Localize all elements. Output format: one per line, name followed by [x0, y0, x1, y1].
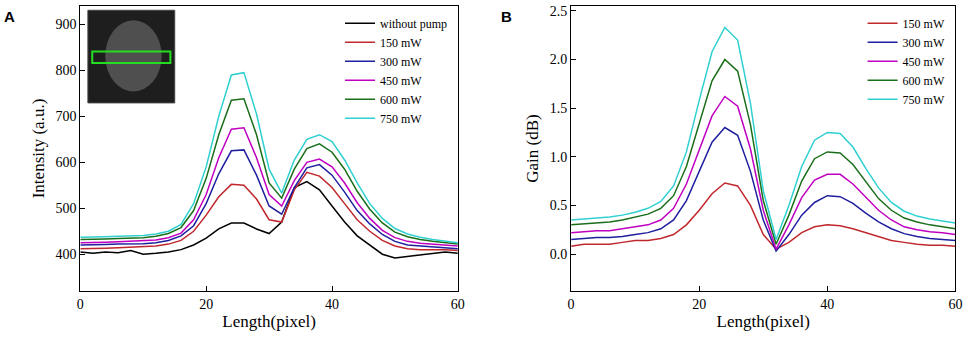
- svg-text:450 mW: 450 mW: [380, 74, 422, 88]
- svg-text:300 mW: 300 mW: [380, 55, 422, 69]
- svg-text:Length(pixel): Length(pixel): [717, 312, 810, 331]
- svg-text:60: 60: [451, 297, 465, 312]
- svg-text:900: 900: [56, 17, 77, 32]
- svg-text:Intensity (a.u.): Intensity (a.u.): [29, 99, 48, 199]
- svg-text:750 mW: 750 mW: [380, 112, 422, 126]
- svg-text:2.5: 2.5: [550, 4, 568, 19]
- svg-text:300 mW: 300 mW: [903, 36, 945, 50]
- svg-text:without pump: without pump: [380, 17, 447, 31]
- svg-text:Length(pixel): Length(pixel): [222, 312, 315, 331]
- svg-text:Gain (dB): Gain (dB): [523, 114, 542, 182]
- svg-text:0: 0: [77, 297, 84, 312]
- svg-text:40: 40: [820, 297, 834, 312]
- svg-text:1.5: 1.5: [550, 101, 568, 116]
- svg-text:B: B: [501, 8, 512, 25]
- svg-text:600 mW: 600 mW: [903, 74, 945, 88]
- svg-text:60: 60: [948, 297, 962, 312]
- svg-text:A: A: [4, 8, 15, 25]
- svg-text:40: 40: [325, 297, 339, 312]
- svg-text:20: 20: [692, 297, 706, 312]
- svg-text:1.0: 1.0: [550, 150, 568, 165]
- svg-text:600: 600: [56, 155, 77, 170]
- svg-text:450 mW: 450 mW: [903, 55, 945, 69]
- svg-text:0.0: 0.0: [550, 247, 568, 262]
- svg-text:150 mW: 150 mW: [380, 36, 422, 50]
- svg-text:500: 500: [56, 201, 77, 216]
- svg-text:700: 700: [56, 109, 77, 124]
- svg-text:20: 20: [199, 297, 213, 312]
- svg-text:750 mW: 750 mW: [903, 93, 945, 107]
- svg-text:600 mW: 600 mW: [380, 93, 422, 107]
- svg-text:800: 800: [56, 63, 77, 78]
- svg-text:0: 0: [568, 297, 575, 312]
- svg-text:0.5: 0.5: [550, 198, 568, 213]
- svg-text:150 mW: 150 mW: [903, 17, 945, 31]
- svg-text:2.0: 2.0: [550, 52, 568, 67]
- svg-text:400: 400: [56, 247, 77, 262]
